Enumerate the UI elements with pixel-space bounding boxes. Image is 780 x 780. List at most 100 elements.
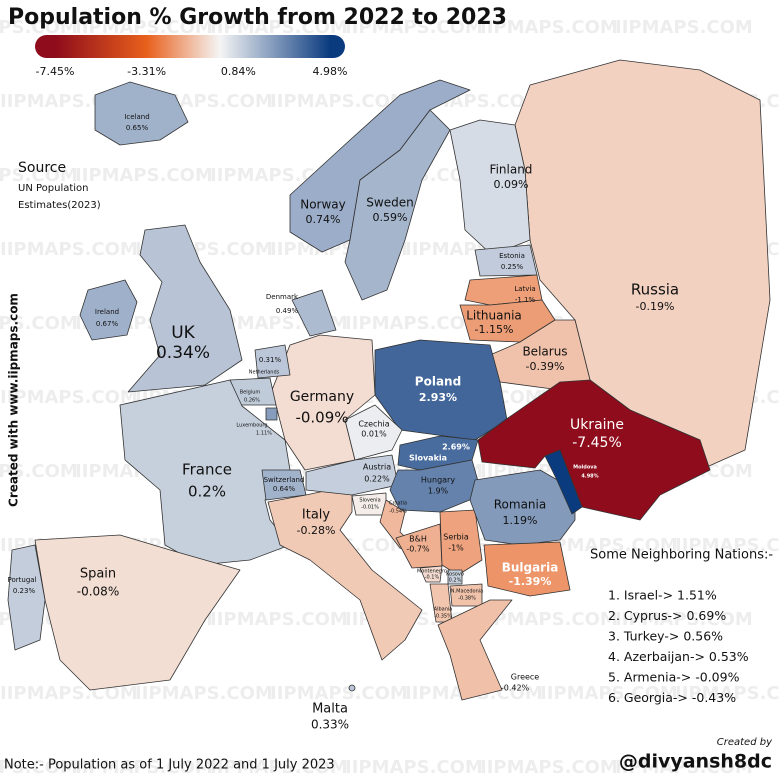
watermark: IIPMAPS.COM — [615, 609, 753, 630]
country — [291, 289, 337, 337]
country-name: Slovakia — [409, 454, 447, 463]
country-value: -0.39% — [526, 360, 565, 373]
country-value: 0.01% — [361, 430, 387, 439]
watermark: IIPMAPS.COM — [675, 535, 780, 556]
country — [254, 344, 291, 379]
country-value: 0.34% — [156, 343, 210, 363]
neighbor-item: 6. Georgia-> -0.43% — [608, 690, 736, 705]
country-value: -0.54% — [389, 509, 407, 515]
country-value: -7.45% — [572, 435, 622, 451]
watermark: IIPMAPS.COM — [0, 313, 78, 334]
country-name: Malta — [312, 702, 348, 717]
country-name: Spain — [80, 567, 116, 582]
watermark: IIPMAPS.COM — [615, 757, 753, 778]
country-value: 2.69% — [442, 443, 470, 452]
country — [437, 599, 513, 701]
country-name: Switzerland — [264, 476, 305, 484]
title: Population % Growth from 2022 to 2023 — [8, 5, 507, 30]
watermark: IIPMAPS.COM — [345, 17, 483, 38]
country-value: -0.38% — [458, 596, 476, 602]
country-name: Netherlands — [249, 370, 280, 376]
country-name: N.Macedonia — [451, 589, 483, 595]
side-credit: Created with www.iipmaps.com — [7, 293, 21, 507]
neighbor-item: 4. Azerbaijan-> 0.53% — [608, 649, 749, 664]
watermark: IIPMAPS.COM — [0, 165, 78, 186]
watermark: IIPMAPS.COM — [0, 17, 78, 38]
country-value: 1.9% — [428, 487, 449, 496]
country-value: -0.42% — [501, 684, 530, 693]
neighbors-heading: Some Neighboring Nations:- — [590, 548, 773, 563]
neighbor-item: 1. Israel-> 1.51% — [608, 588, 717, 603]
country-value: -0.1% — [425, 575, 440, 581]
country-value: -0.01% — [361, 505, 379, 511]
country-name: Moldova — [573, 465, 597, 471]
country-name: France — [182, 461, 232, 479]
country-value: 0.23% — [13, 587, 36, 595]
country — [474, 244, 538, 277]
watermark: IIPMAPS.COM — [270, 683, 408, 704]
watermark: IIPMAPS.COM — [210, 757, 348, 778]
country-name: Belarus — [522, 345, 567, 359]
country-name: Sweden — [366, 196, 413, 210]
country — [34, 534, 241, 691]
country-name: Montenegro — [417, 569, 447, 575]
country-value: 0.49% — [276, 307, 299, 315]
country-name: Poland — [415, 375, 461, 389]
country-name: Italy — [302, 508, 331, 523]
country-name: B&H — [409, 535, 427, 544]
watermark: IIPMAPS.COM — [75, 165, 213, 186]
country-value: 0.65% — [126, 124, 149, 132]
country-name: Kosovo — [446, 572, 464, 578]
country-name: Ireland — [95, 308, 119, 316]
country-value: -0.7% — [406, 545, 430, 554]
neighbor-item: 3. Turkey-> 0.56% — [608, 629, 723, 644]
country-value: 0.67% — [96, 320, 119, 328]
neighbor-item: 5. Armenia-> -0.09% — [608, 670, 740, 685]
country — [449, 119, 531, 256]
country-value: -0.09% — [295, 409, 348, 427]
country-value: -0.35% — [434, 614, 452, 620]
country-name: Portugal — [8, 576, 37, 584]
country — [483, 541, 571, 597]
country-name: Albania — [434, 607, 453, 613]
country-name: Russia — [631, 281, 679, 299]
watermark: IIPMAPS.COM — [0, 757, 78, 778]
country-value: -1.39% — [509, 575, 552, 588]
country — [469, 469, 576, 546]
country-name: Ukraine — [570, 417, 624, 433]
note: Note:- Population as of 1 July 2022 and … — [4, 758, 335, 773]
country-name: Estonia — [499, 252, 525, 260]
country-name: Croatia — [389, 501, 407, 507]
country-value: -1.15% — [475, 323, 514, 336]
country-value: 4.98% — [581, 474, 598, 480]
country-name: Slovenia — [359, 498, 380, 504]
country-name: Belgium — [240, 390, 261, 396]
country — [439, 509, 483, 576]
watermark: IIPMAPS.COM — [270, 91, 408, 112]
watermark: IIPMAPS.COM — [75, 17, 213, 38]
country-name: Bulgaria — [502, 561, 559, 575]
legend-bar — [35, 35, 345, 58]
country — [344, 109, 451, 301]
country — [344, 404, 403, 461]
legend-tick-label: 4.98% — [313, 65, 348, 78]
country-name: UK — [171, 323, 195, 343]
country-name: Hungary — [421, 476, 455, 485]
watermark: IIPMAPS.COM — [345, 757, 483, 778]
country — [7, 544, 46, 651]
country-value: 2.93% — [419, 391, 457, 404]
country-value: 1.11% — [256, 431, 272, 437]
country-value: 0.2% — [449, 578, 462, 584]
country-name: Serbia — [443, 533, 469, 542]
legend-tick-label: -3.31% — [127, 65, 166, 78]
country-value: 0.25% — [501, 263, 524, 271]
country-value: 0.31% — [259, 356, 282, 364]
watermark: IIPMAPS.COM — [0, 387, 138, 408]
country — [544, 449, 583, 515]
watermark: IIPMAPS.COM — [480, 17, 618, 38]
country — [348, 684, 356, 692]
country-value: -0.28% — [297, 524, 336, 537]
watermark: IIPMAPS.COM — [210, 17, 348, 38]
country-value: -1% — [448, 544, 464, 553]
watermark: IIPMAPS.COM — [675, 683, 780, 704]
